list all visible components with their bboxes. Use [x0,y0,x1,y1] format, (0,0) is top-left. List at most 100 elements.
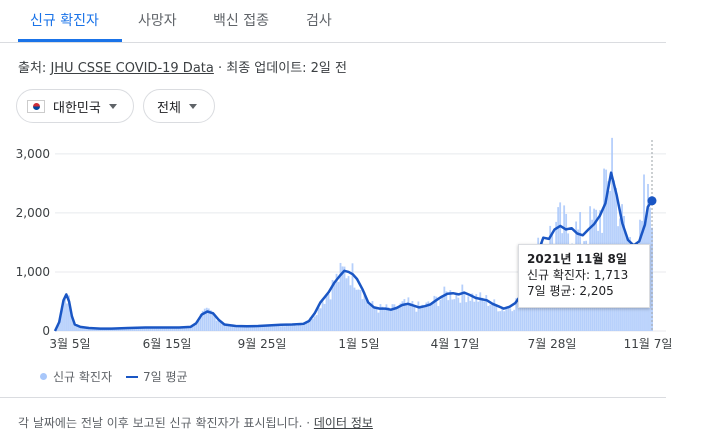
daily-case-bar [335,273,338,331]
daily-case-bar [363,291,366,331]
daily-case-bar [115,328,118,331]
daily-case-bar [139,326,142,331]
daily-case-bar [505,308,508,331]
daily-case-bar [108,329,110,331]
daily-case-bar [143,326,146,331]
daily-case-bar [337,281,340,331]
daily-case-bar [391,304,394,331]
source-link[interactable]: JHU CSSE COVID-19 Data [50,61,214,76]
daily-case-bar [149,327,152,331]
data-info-link[interactable]: 데이터 정보 [313,416,373,430]
caret-down-icon [188,103,197,109]
daily-case-bar [233,327,236,331]
daily-case-bar [329,299,332,331]
daily-case-bar [123,328,126,331]
daily-case-bar [247,325,250,331]
daily-case-bar [177,327,180,331]
daily-case-bar [241,327,244,331]
daily-case-bar [195,323,198,331]
daily-case-bar [441,296,444,331]
y-tick-label: 2,000 [16,206,50,220]
hover-point [647,196,657,206]
daily-case-bar [433,295,436,331]
daily-case-bar [66,303,68,331]
daily-case-bar [651,227,653,331]
region-dropdown[interactable]: 전체 [143,89,215,123]
daily-case-bar [251,326,254,331]
daily-case-bar [497,311,500,331]
legend-cases-label: 신규 확진자 [53,370,113,384]
daily-case-bar [90,328,92,331]
daily-case-bar [511,311,514,331]
legend-cases-marker [40,373,47,380]
y-tick-label: 3,000 [16,147,50,161]
daily-case-bar [163,328,166,331]
tab-tests[interactable]: 검사 [306,13,332,29]
daily-case-bar [217,320,220,331]
daily-case-bar [449,290,452,331]
tooltip-date: 2021년 11월 8일 [527,252,627,266]
active-tab-indicator [18,39,122,42]
daily-case-bar [347,276,350,331]
daily-case-bar [429,304,432,331]
daily-case-bar [293,324,296,331]
daily-case-bar [485,295,488,331]
footer-note: 각 날짜에는 전날 이후 보고된 신규 확진자가 표시됩니다. · 데이터 정보 [18,414,373,431]
daily-case-bar [425,302,428,331]
daily-case-bar [365,299,368,331]
daily-case-bar [167,327,170,331]
daily-case-bar [157,328,160,331]
daily-case-bar [235,326,238,331]
daily-case-bar [175,327,178,331]
daily-case-bar [427,301,430,331]
daily-case-bar [171,327,174,331]
tab-deaths[interactable]: 사망자 [138,13,177,29]
daily-case-bar [299,324,302,331]
chart-tooltip: 2021년 11월 8일 신규 확진자: 1,713 7일 평균: 2,205 [518,244,650,308]
daily-case-bar [283,326,286,331]
daily-case-bar [94,328,96,331]
daily-case-bar [257,324,260,331]
daily-case-bar [161,327,164,331]
daily-case-bar [359,289,362,331]
daily-case-bar [155,327,158,331]
daily-case-bar [165,328,168,331]
daily-case-bar [389,310,392,331]
daily-case-bar [457,297,460,331]
daily-case-bar [305,323,308,331]
daily-case-bar [413,306,416,331]
daily-case-bar [173,326,176,331]
y-axis-ticks: 0 1,000 2,000 3,000 [16,147,50,338]
daily-case-bar [189,327,192,331]
daily-case-bar [243,325,246,331]
daily-case-bar [499,311,502,331]
daily-case-bar [131,327,134,331]
daily-case-bar [281,326,284,331]
caret-down-icon [108,103,117,109]
daily-case-bar [399,303,402,331]
daily-case-bar [80,327,82,331]
tab-new-cases[interactable]: 신규 확진자 [30,13,99,29]
daily-case-bar [479,292,482,331]
daily-case-bar [207,308,210,331]
daily-case-bar [311,318,314,331]
daily-case-bar [403,299,406,331]
daily-case-bar [82,327,84,331]
daily-case-bar [203,308,206,331]
daily-case-bar [495,304,498,331]
daily-case-bar [453,299,456,331]
daily-case-bar [467,296,470,331]
daily-case-bar [461,284,464,331]
daily-case-bar [395,308,398,331]
daily-case-bar [343,266,346,331]
daily-case-bar [78,325,80,331]
tab-vaccinations[interactable]: 백신 접종 [213,13,269,29]
country-dropdown[interactable]: 대한민국 [16,89,134,123]
legend-average-marker [126,375,139,378]
daily-case-bar [325,295,328,331]
daily-case-bar [507,307,510,331]
daily-case-bar [455,293,458,331]
daily-case-bar [355,289,358,331]
daily-case-bar [193,323,196,331]
daily-case-bar [423,307,426,331]
